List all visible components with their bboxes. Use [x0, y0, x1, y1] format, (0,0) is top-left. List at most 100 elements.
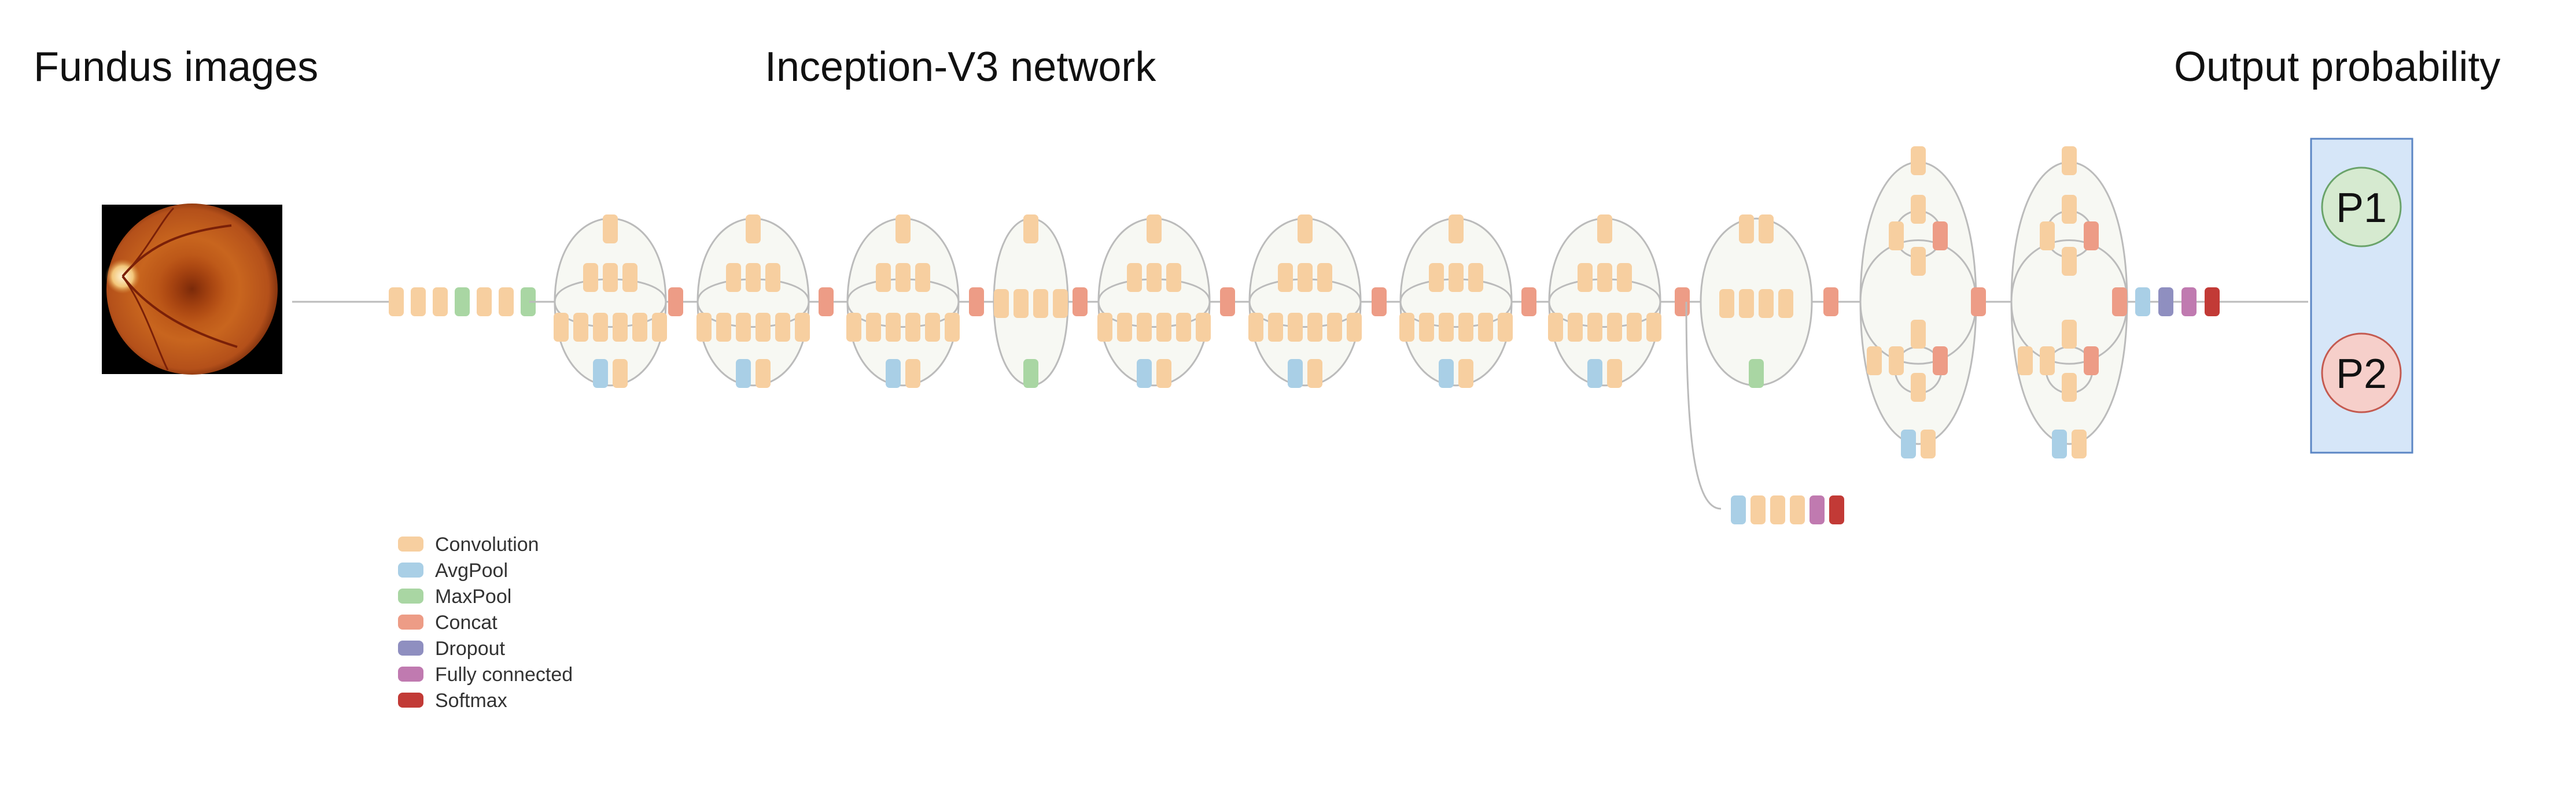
concat-layer [1073, 287, 1088, 316]
output-p2-label: P2 [2336, 351, 2387, 397]
module-outline [1685, 301, 1722, 510]
reduction-conv [1739, 214, 1754, 243]
module-outline [1248, 217, 1362, 387]
inception-conv [1889, 346, 1904, 375]
inception-conv [1298, 214, 1313, 243]
inception-conv [1097, 313, 1112, 342]
inception-conv [1347, 313, 1362, 342]
inception-conv [1327, 313, 1342, 342]
inception-conv [1911, 373, 1926, 402]
legend-label: Fully connected [435, 664, 573, 686]
inception-conv [716, 313, 731, 342]
inception-conv [726, 263, 741, 292]
inception-conv [1911, 195, 1926, 224]
legend-item: MaxPool [398, 586, 511, 608]
stem-layer [477, 287, 492, 316]
inception-pool [1901, 430, 1916, 458]
module-outline [1859, 239, 1977, 302]
inception-conv [1399, 313, 1414, 342]
inception-pool [1288, 359, 1303, 388]
reduction-conv [1053, 289, 1068, 318]
legend-swatch [398, 667, 423, 682]
classifier-head [2181, 287, 2197, 316]
inception-conv [1166, 263, 1181, 292]
inception-conv [886, 313, 901, 342]
reduction-conv [1023, 214, 1038, 243]
classifier-head [2135, 287, 2150, 316]
inception-conv [1548, 313, 1563, 342]
stem-layer [433, 287, 448, 316]
reduction-conv [1033, 289, 1048, 318]
inception-conv [593, 313, 608, 342]
legend-label: AvgPool [435, 560, 508, 582]
inception-conv [1627, 313, 1642, 342]
concat-layer [1521, 287, 1536, 316]
module-outline [1859, 301, 1977, 365]
inception-conv [1176, 313, 1191, 342]
output-title: Output probability [2174, 44, 2500, 90]
inception-conv [2062, 247, 2077, 276]
inception-conv [2062, 195, 2077, 224]
inception-pool [1439, 359, 1454, 388]
aux-classifier [1810, 495, 1825, 524]
inception-conv [1317, 263, 1332, 292]
inception-conv [2062, 146, 2077, 175]
legend-label: Softmax [435, 690, 507, 712]
legend-item: AvgPool [398, 560, 508, 582]
legend: Convolution AvgPool MaxPool Concat Dropout Fu… [398, 534, 573, 712]
stem-layer [389, 287, 404, 316]
concat-layer [1933, 346, 1948, 375]
concat-layer [1971, 287, 1986, 316]
output-p2: P2 [2321, 332, 2402, 413]
reduction-pool [1749, 359, 1764, 388]
inception-conv [1147, 263, 1162, 292]
inception-conv [1597, 263, 1612, 292]
stem-layer [411, 287, 426, 316]
inception-conv [1617, 263, 1632, 292]
inception-conv [554, 313, 569, 342]
inception-conv [1458, 313, 1473, 342]
inception-conv [905, 313, 920, 342]
inception-conv [2062, 373, 2077, 402]
inception-conv [652, 313, 667, 342]
legend-label: Dropout [435, 638, 506, 660]
inception-pool [1587, 359, 1602, 388]
reduction-conv [1739, 289, 1754, 318]
inception-conv [746, 214, 761, 243]
inception-conv [1137, 313, 1152, 342]
aux-classifier [1770, 495, 1785, 524]
inception-conv [1288, 313, 1303, 342]
inception-pool [593, 359, 608, 388]
module-outline [1399, 217, 1513, 387]
inception-conv [1597, 214, 1612, 243]
input-title: Fundus images [34, 44, 318, 90]
inception-conv [603, 214, 618, 243]
legend-item: Concat [398, 612, 497, 634]
stem-layer [499, 287, 514, 316]
stem-layer [455, 287, 470, 316]
module-outline [696, 217, 810, 387]
legend-label: MaxPool [435, 586, 511, 608]
classifier-head [2205, 287, 2220, 316]
inception-conv [1298, 263, 1313, 292]
reduction-pool [1023, 359, 1038, 388]
inception-conv [1889, 221, 1904, 250]
inception-conv [945, 313, 960, 342]
reduction-conv [1719, 289, 1734, 318]
inception-conv [1439, 313, 1454, 342]
inception-conv [1911, 247, 1926, 276]
inception-pool [1307, 359, 1322, 388]
inception-conv [915, 263, 930, 292]
output-panel: P1 P2 [2310, 138, 2413, 454]
inception-conv [1578, 263, 1593, 292]
inception-conv [1127, 263, 1142, 292]
inception-conv [876, 263, 891, 292]
network-title: Inception-V3 network [765, 44, 1156, 90]
inception-conv [1607, 313, 1622, 342]
inception-conv [775, 313, 790, 342]
inception-conv [632, 313, 647, 342]
concat-layer [668, 287, 683, 316]
inception-pool [1458, 359, 1473, 388]
inception-conv [1156, 313, 1171, 342]
inception-conv [1646, 313, 1661, 342]
